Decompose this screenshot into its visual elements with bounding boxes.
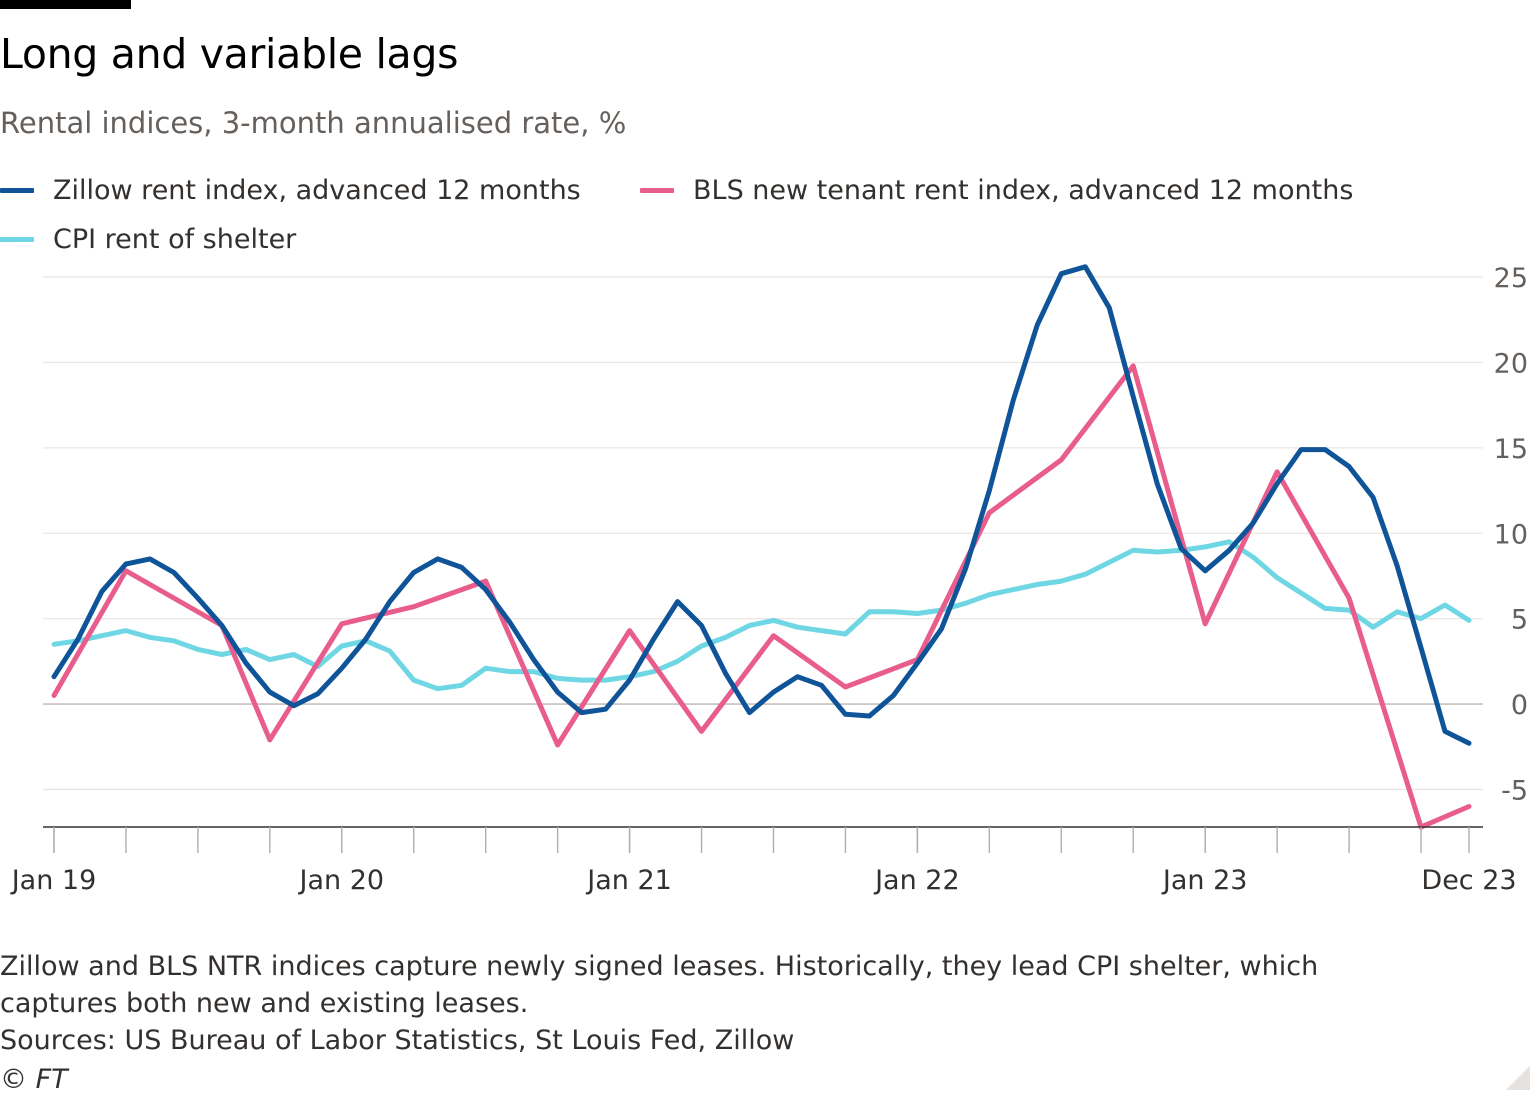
- ft-top-bar: [0, 0, 131, 9]
- y-tick-label: 5: [1511, 605, 1528, 636]
- series-line-cpi-shelter: [51, 539, 1472, 692]
- chart-sources: Sources: US Bureau of Labor Statistics, …: [0, 1025, 795, 1056]
- legend-label-bls-ntr: BLS new tenant rent index, advanced 12 m…: [693, 175, 1354, 206]
- x-tick-label: Jan 21: [585, 865, 672, 896]
- copyright: © FT: [0, 1064, 68, 1095]
- legend-swatch-bls-ntr: [640, 188, 674, 193]
- x-tick-label: Jan 20: [298, 865, 385, 896]
- line-chart: Jan 19 Jan 20 Jan 21 Jan 22 Jan 23 Dec 23 -5 0…: [10, 263, 1528, 896]
- y-tick-label: 15: [1494, 434, 1528, 465]
- series-lines: [51, 264, 1472, 830]
- legend-item-cpi-shelter: CPI rent of shelter: [0, 224, 296, 255]
- x-tick-label: Dec 23: [1421, 865, 1516, 896]
- y-tick-label: 0: [1511, 690, 1528, 721]
- y-tick-label: -5: [1501, 775, 1528, 806]
- legend-label-zillow: Zillow rent index, advanced 12 months: [53, 175, 581, 206]
- x-tick-label: Jan 19: [10, 865, 97, 896]
- legend-label-cpi-shelter: CPI rent of shelter: [53, 224, 297, 255]
- legend-item-bls-ntr: BLS new tenant rent index, advanced 12 m…: [640, 175, 1353, 206]
- y-tick-label: 10: [1494, 519, 1528, 550]
- y-tick-label: 20: [1494, 348, 1528, 379]
- series-line-bls-ntr: [51, 363, 1472, 830]
- chart-note: Zillow and BLS NTR indices capture newly…: [0, 951, 1319, 1019]
- corner-fold-icon: [1506, 1066, 1530, 1090]
- x-axis: Jan 19 Jan 20 Jan 21 Jan 22 Jan 23 Dec 23: [10, 826, 1517, 896]
- y-axis: -5 0 5 10 15 20 25: [1494, 263, 1528, 806]
- chart-subtitle: Rental indices, 3-month annualised rate,…: [0, 106, 627, 140]
- legend-swatch-zillow: [0, 188, 34, 193]
- chart-title: Long and variable lags: [0, 30, 459, 78]
- series-line-zillow: [51, 264, 1472, 746]
- gridlines: [43, 276, 1483, 791]
- x-tick-label: Jan 22: [873, 865, 960, 896]
- x-tick-label: Jan 23: [1161, 865, 1248, 896]
- legend-swatch-cpi-shelter: [0, 237, 34, 242]
- legend-item-zillow: Zillow rent index, advanced 12 months: [0, 175, 581, 206]
- y-tick-label: 25: [1494, 263, 1528, 294]
